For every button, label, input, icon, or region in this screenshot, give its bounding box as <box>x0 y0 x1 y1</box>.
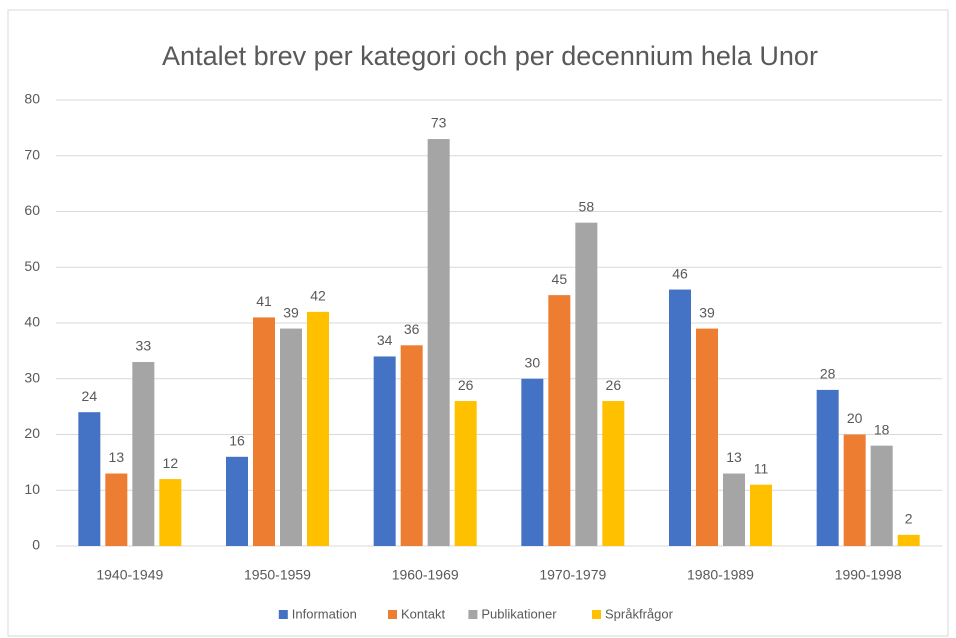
bar <box>602 401 625 546</box>
bar <box>400 345 423 546</box>
bar <box>750 484 772 546</box>
bar <box>454 401 477 546</box>
x-tick-label: 1990-1998 <box>835 567 902 583</box>
bar <box>105 473 128 546</box>
data-label: 39 <box>283 304 299 320</box>
legend-swatch <box>468 610 478 619</box>
data-label: 28 <box>820 366 836 382</box>
bar <box>521 378 544 546</box>
data-label: 39 <box>699 304 715 320</box>
y-tick-label: 50 <box>24 258 40 274</box>
y-tick-label: 10 <box>24 481 40 497</box>
legend-label: Information <box>292 606 357 621</box>
bar <box>78 412 101 546</box>
data-label: 30 <box>525 354 541 370</box>
legend-swatch <box>278 610 288 619</box>
y-tick-label: 0 <box>32 537 40 553</box>
data-label: 33 <box>136 338 152 354</box>
y-tick-label: 20 <box>24 425 40 441</box>
data-label: 34 <box>377 332 393 348</box>
x-tick-label: 1960-1969 <box>392 567 459 583</box>
bar <box>575 222 598 546</box>
bar <box>897 534 920 546</box>
legend-swatch <box>388 610 397 619</box>
data-label: 18 <box>874 421 890 437</box>
data-label: 26 <box>458 377 474 393</box>
chart-frame <box>7 9 949 637</box>
bar <box>307 311 329 546</box>
data-label: 42 <box>310 288 326 304</box>
data-label: 46 <box>672 265 688 281</box>
y-tick-label: 40 <box>24 314 40 330</box>
data-label: 13 <box>109 449 125 465</box>
data-label: 45 <box>552 271 568 287</box>
data-label: 12 <box>163 455 179 471</box>
bar <box>373 356 396 546</box>
x-tick-label: 1940-1949 <box>96 567 163 583</box>
bar <box>132 362 155 546</box>
data-label: 11 <box>754 460 769 476</box>
bar <box>723 473 745 546</box>
x-tick-label: 1950-1959 <box>244 567 311 583</box>
bar <box>816 389 839 546</box>
bar <box>870 445 893 546</box>
legend-label: Språkfrågor <box>605 606 674 621</box>
legend-label: Publikationer <box>481 606 557 621</box>
data-label: 41 <box>256 293 272 309</box>
y-tick-label: 80 <box>24 91 40 107</box>
data-label: 58 <box>579 198 595 214</box>
legend-label: Kontakt <box>401 606 445 621</box>
data-label: 16 <box>229 433 245 449</box>
data-label: 20 <box>847 410 863 426</box>
bar <box>280 328 302 546</box>
x-tick-label: 1970-1979 <box>539 567 606 583</box>
bar <box>427 139 450 546</box>
bar <box>226 456 248 546</box>
data-label: 2 <box>905 511 913 527</box>
bar <box>548 295 571 546</box>
bar <box>253 317 275 546</box>
data-label: 36 <box>404 321 420 337</box>
bar <box>159 479 182 546</box>
data-label: 26 <box>606 377 622 393</box>
x-tick-label: 1980-1989 <box>687 567 754 583</box>
data-label: 24 <box>82 388 98 404</box>
y-tick-label: 60 <box>24 202 40 218</box>
y-tick-label: 70 <box>24 146 40 162</box>
bar <box>669 289 691 546</box>
y-tick-label: 30 <box>24 369 40 385</box>
bar <box>843 434 866 546</box>
data-label: 13 <box>726 449 742 465</box>
chart-title: Antalet brev per kategori och per decenn… <box>162 41 818 71</box>
bar <box>696 328 718 546</box>
legend-swatch <box>592 610 601 619</box>
data-label: 73 <box>431 115 447 131</box>
